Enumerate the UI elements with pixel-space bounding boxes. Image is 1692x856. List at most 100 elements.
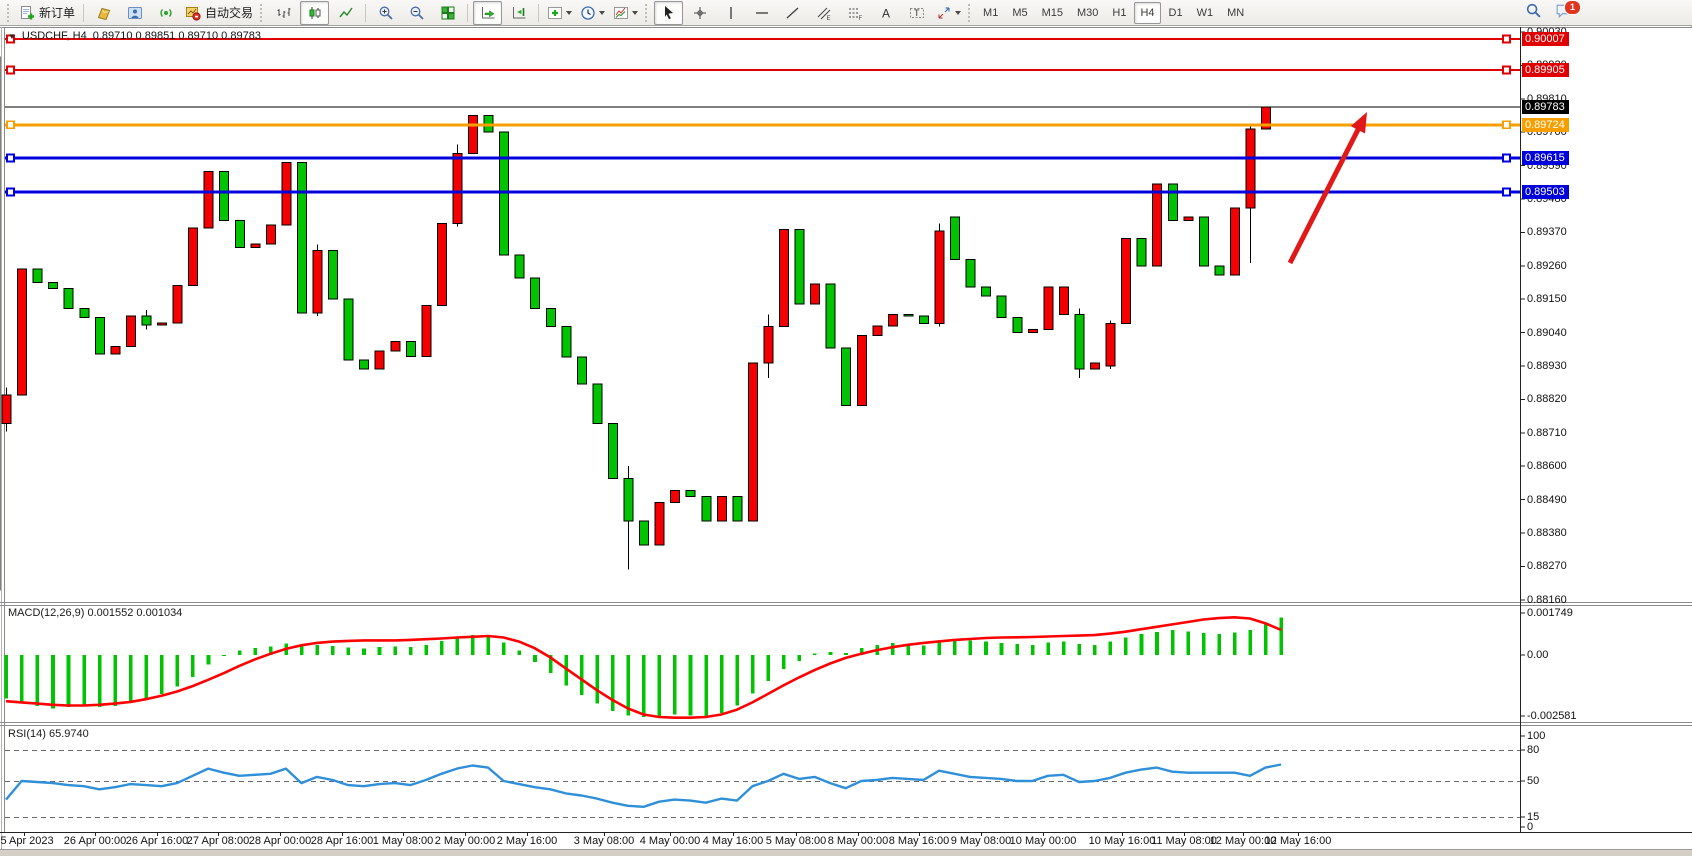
line-left-marker[interactable] — [6, 153, 15, 163]
dropdown-arrow-icon — [955, 10, 962, 15]
fibonacci-button[interactable]: F — [840, 1, 869, 25]
rsi-axis-label: 100 — [1527, 730, 1546, 742]
cursor-button[interactable] — [654, 0, 684, 25]
toolbar-grip — [644, 3, 650, 22]
price-axis[interactable] — [1520, 27, 1692, 832]
time-axis-label: 12 May 16:00 — [1264, 835, 1332, 847]
auto-trading-button-label: 自动交易 — [205, 6, 254, 20]
zoom-in-icon — [378, 5, 394, 21]
text-label-button[interactable]: T — [902, 1, 931, 25]
time-axis-label: 9 May 08:00 — [950, 835, 1012, 847]
channel-icon: E — [816, 5, 832, 21]
time-axis-label: 25 Apr 2023 — [0, 835, 54, 847]
toolbar-grip — [259, 3, 265, 22]
time-axis-label: 27 Apr 08:00 — [186, 835, 250, 847]
zoom-in-button[interactable] — [371, 1, 400, 25]
notification-badge: 1 — [1564, 0, 1581, 15]
rsi-line — [5, 763, 1282, 808]
time-axis-label: 10 May 00:00 — [1009, 835, 1077, 847]
toolbar-grip — [6, 3, 11, 22]
tile-windows-icon — [440, 5, 456, 21]
timeframe-m15-button[interactable]: M15 — [1041, 6, 1063, 19]
time-axis-label: 2 May 16:00 — [496, 835, 558, 847]
toolbar-separator — [365, 3, 367, 22]
line-right-marker[interactable] — [1502, 153, 1511, 163]
line-left-marker[interactable] — [6, 65, 15, 75]
time-axis-label: 28 Apr 00:00 — [248, 835, 312, 847]
auto-scroll-button[interactable] — [473, 0, 503, 25]
price-tick-label: 0.89370 — [1527, 226, 1567, 239]
chart-menu-triangle-icon[interactable]: ▼ — [8, 31, 16, 41]
timeframe-h1-button[interactable]: H1 — [1112, 6, 1127, 19]
blue-person-icon — [127, 5, 143, 21]
candlestick-chart-button[interactable] — [300, 0, 330, 25]
price-tag: 0.89503 — [1522, 185, 1569, 199]
time-axis-label: 4 May 16:00 — [702, 835, 764, 847]
line-right-marker[interactable] — [1502, 187, 1511, 197]
horizontal-level-lines — [5, 34, 1520, 197]
crosshair-button[interactable] — [685, 1, 714, 25]
line-right-marker[interactable] — [1502, 120, 1511, 130]
text-button[interactable]: A — [871, 1, 900, 25]
time-axis-label: 2 May 00:00 — [434, 835, 496, 847]
timeframe-w1-button[interactable]: W1 — [1196, 6, 1214, 19]
zoom-out-button[interactable] — [402, 1, 431, 25]
timeframe-d1-button[interactable]: D1 — [1168, 6, 1183, 19]
auto-trading-button[interactable]: 自动交易 — [182, 1, 256, 25]
new-order-button-label: 新订单 — [39, 6, 76, 20]
search-button[interactable] — [1522, 2, 1544, 24]
vertical-line-button[interactable] — [716, 1, 745, 25]
price-tick-label: 0.89150 — [1527, 293, 1567, 306]
timeframe-m1-button[interactable]: M1 — [983, 6, 999, 19]
periods-button[interactable] — [577, 1, 608, 25]
candlesticks — [0, 56, 1271, 591]
hline-icon — [754, 5, 770, 21]
tile-windows-button[interactable] — [433, 1, 462, 25]
line-left-marker[interactable] — [6, 187, 15, 197]
bar-chart-button[interactable] — [269, 1, 298, 25]
timeframe-h4-button[interactable]: H4 — [1134, 1, 1161, 24]
trend-arrow[interactable] — [1287, 112, 1367, 265]
price-chart-canvas[interactable] — [0, 27, 1692, 856]
macd-name: MACD(12,26,9) — [8, 607, 85, 619]
time-axis-label: 10 May 16:00 — [1088, 835, 1156, 847]
chart-window[interactable]: ▼ USDCHF, H4 0.89710 0.89851 0.89710 0.8… — [0, 26, 1692, 856]
timeframe-m30-button[interactable]: M30 — [1077, 6, 1099, 19]
signals-button[interactable] — [151, 1, 180, 25]
new-order-button[interactable]: 新订单 — [16, 1, 78, 25]
chart-background — [0, 27, 1692, 856]
indicators-button[interactable] — [544, 1, 575, 25]
price-tag: 0.89615 — [1522, 151, 1569, 165]
templates-button[interactable] — [610, 1, 641, 25]
text-a-icon: A — [878, 5, 894, 21]
notifications-button[interactable]: 1 — [1552, 0, 1581, 24]
time-axis-label: 26 Apr 00:00 — [63, 835, 127, 847]
line-chart-button[interactable] — [331, 1, 360, 25]
line-right-marker[interactable] — [1502, 34, 1511, 44]
timeframe-mn-button[interactable]: MN — [1227, 6, 1245, 19]
toolbar-right: 1 — [1522, 0, 1581, 24]
arrow-tools-button[interactable] — [933, 1, 964, 25]
trendline-button[interactable] — [778, 1, 807, 25]
time-axis[interactable] — [0, 832, 1520, 852]
search-icon — [1525, 2, 1542, 24]
svg-text:F: F — [858, 16, 862, 21]
price-tick-label: 0.88600 — [1527, 460, 1567, 473]
price-tick-label: 0.88930 — [1527, 360, 1567, 372]
timeframe-m5-button[interactable]: M5 — [1012, 6, 1028, 19]
line-left-marker[interactable] — [6, 34, 15, 44]
horizontal-line-button[interactable] — [747, 1, 776, 25]
time-axis-label: 4 May 00:00 — [639, 835, 701, 847]
price-tag: 0.90007 — [1522, 32, 1569, 46]
toolbar: 新订单 自动交易 E F A T M1 M5 M15 M30 H1 H4 D1 W1 MN 1 — [0, 0, 1692, 26]
line-chart-icon — [338, 5, 354, 21]
equidistant-channel-button[interactable]: E — [809, 1, 838, 25]
cursor-icon — [661, 5, 677, 21]
chart-shift-button[interactable] — [504, 1, 533, 25]
market-watch-button[interactable] — [120, 1, 149, 25]
line-left-marker[interactable] — [6, 120, 15, 130]
chart-profile-button[interactable] — [89, 1, 118, 25]
price-tag: 0.89905 — [1522, 63, 1569, 77]
price-tick-label: 0.88160 — [1527, 593, 1567, 606]
line-right-marker[interactable] — [1502, 65, 1511, 75]
